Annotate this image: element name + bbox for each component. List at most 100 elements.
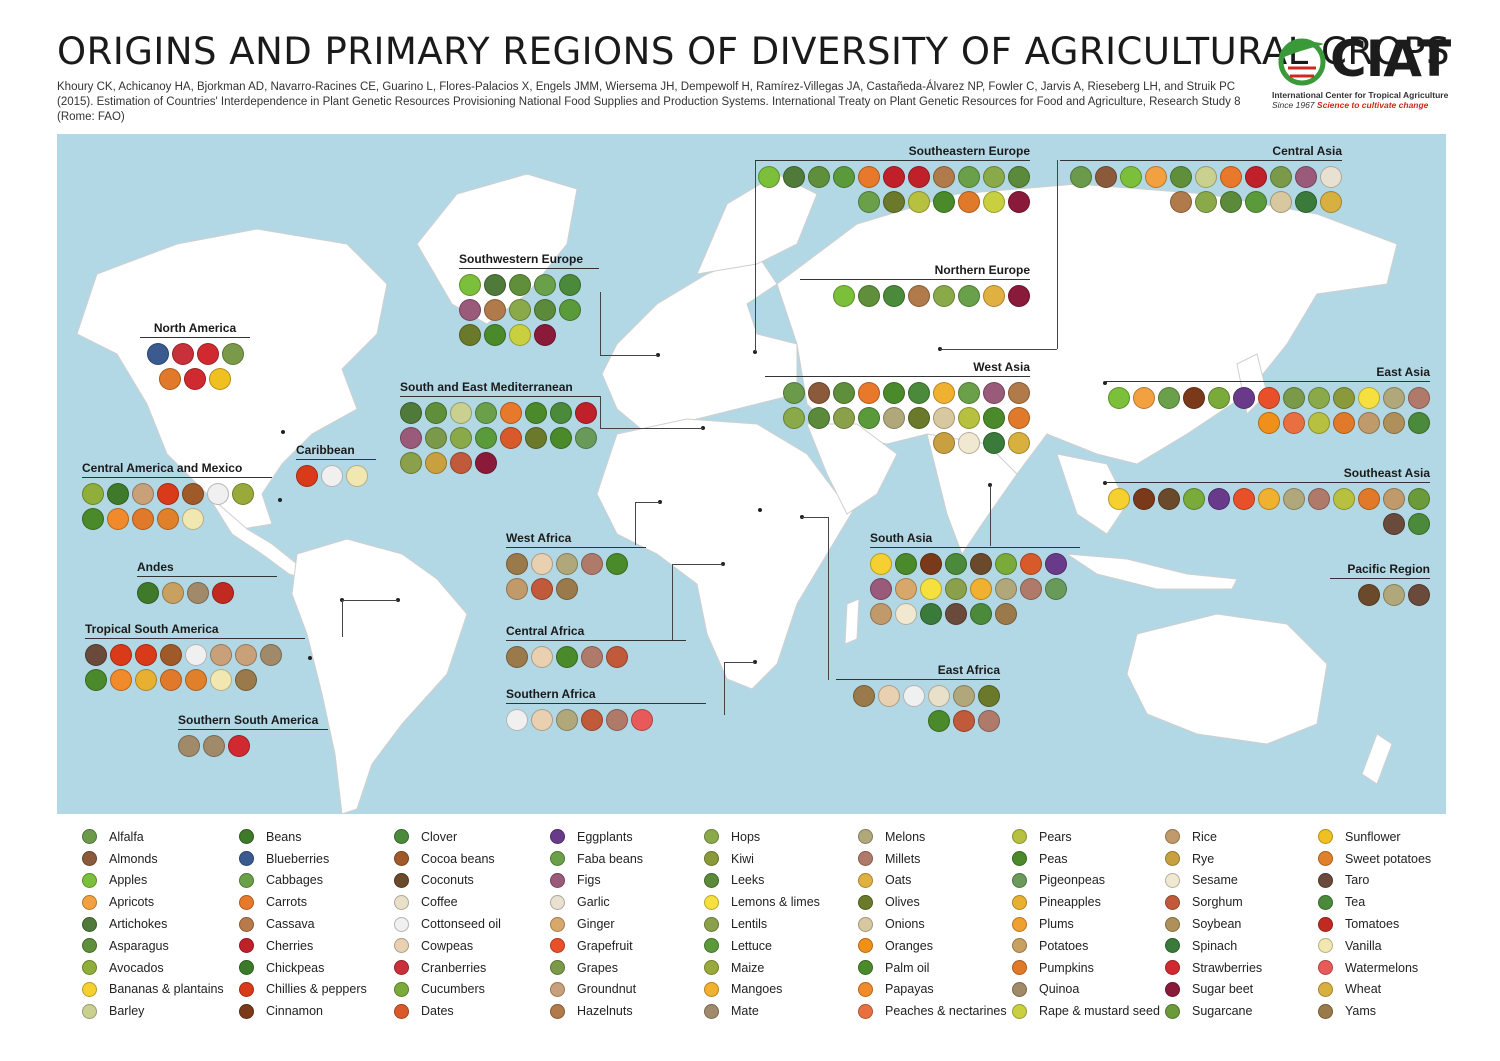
leader-segment bbox=[990, 485, 991, 546]
region-southern-south-america: Southern South America bbox=[178, 713, 328, 757]
avocados-icon bbox=[82, 483, 104, 505]
leader-dot bbox=[658, 500, 662, 504]
legend-label: Pumpkins bbox=[1039, 960, 1094, 975]
region-underline bbox=[870, 547, 1080, 548]
legend-item: Tea bbox=[1318, 891, 1431, 913]
spinach-icon bbox=[1165, 938, 1180, 954]
leader-segment bbox=[600, 355, 658, 356]
legend-label: Hops bbox=[731, 829, 761, 844]
clover-icon bbox=[883, 285, 905, 307]
sorghum-icon bbox=[450, 452, 472, 474]
legend-label: Onions bbox=[885, 917, 925, 932]
tea-icon bbox=[1408, 513, 1430, 535]
legend-item: Pigeonpeas bbox=[1012, 870, 1160, 892]
carrots-icon bbox=[239, 894, 254, 910]
legend-item: Barley bbox=[82, 1000, 224, 1022]
legend-item: Grapefruit bbox=[550, 935, 643, 957]
peaches-nectarines-icon bbox=[858, 1003, 873, 1019]
leader-dot bbox=[753, 660, 757, 664]
legend-item: Rye bbox=[1165, 848, 1262, 870]
legend-item: Cottonseed oil bbox=[394, 913, 501, 935]
apples-icon bbox=[82, 872, 97, 888]
legend-item: Papayas bbox=[858, 979, 1007, 1001]
clover-icon bbox=[559, 274, 581, 296]
legend-item: Rice bbox=[1165, 826, 1262, 848]
legend-label: Dates bbox=[421, 1004, 454, 1019]
legend-label: Barley bbox=[109, 1004, 145, 1019]
legend-label: Sugar beet bbox=[1192, 982, 1254, 997]
figs-icon bbox=[459, 299, 481, 321]
alfalfa-icon bbox=[1070, 166, 1092, 188]
legend-label: Spinach bbox=[1192, 938, 1238, 953]
legend-column: Clover Cocoa beans Coconuts Coffee Cottonsee… bbox=[394, 826, 501, 1022]
legend-label: Plums bbox=[1039, 917, 1074, 932]
tea-icon bbox=[970, 603, 992, 625]
groundnut-icon bbox=[550, 981, 565, 997]
beans-icon bbox=[137, 582, 159, 604]
legend-label: Asparagus bbox=[109, 938, 169, 953]
legend-item: Eggplants bbox=[550, 826, 643, 848]
pears-icon bbox=[1012, 829, 1027, 845]
region-south-asia: South Asia bbox=[870, 531, 1080, 625]
cucumbers-icon bbox=[995, 553, 1017, 575]
rye-icon bbox=[1165, 851, 1180, 867]
region-central-africa: Central Africa bbox=[506, 624, 686, 668]
asparagus-icon bbox=[509, 274, 531, 296]
legend-label: Palm oil bbox=[885, 960, 930, 975]
legend-item: Apricots bbox=[82, 891, 224, 913]
palm-oil-icon bbox=[82, 508, 104, 530]
region-underline bbox=[836, 679, 1000, 680]
rape-mustard-seed-icon bbox=[509, 324, 531, 346]
legend-label: Pigeonpeas bbox=[1039, 873, 1106, 888]
dates-icon bbox=[1020, 553, 1042, 575]
legend-label: Cucumbers bbox=[421, 982, 485, 997]
legend-item: Plums bbox=[1012, 913, 1160, 935]
bananas-plantains-icon bbox=[1108, 488, 1130, 510]
cabbages-icon bbox=[239, 872, 254, 888]
legend-item: Oats bbox=[858, 870, 1007, 892]
legend-label: Grapes bbox=[577, 960, 618, 975]
region-label: South Asia bbox=[870, 531, 933, 545]
legend-label: Olives bbox=[885, 895, 920, 910]
hops-icon bbox=[1308, 387, 1330, 409]
hops-icon bbox=[933, 285, 955, 307]
lettuce-icon bbox=[1245, 191, 1267, 213]
legend-label: Rye bbox=[1192, 851, 1215, 866]
figs-icon bbox=[1295, 166, 1317, 188]
millets-icon bbox=[606, 709, 628, 731]
leader-segment bbox=[342, 600, 398, 601]
crop-legend: Alfalfa Almonds Apples Apricots Artichokes As… bbox=[82, 826, 1462, 1026]
legend-item: Hazelnuts bbox=[550, 1000, 643, 1022]
legend-item: Clover bbox=[394, 826, 501, 848]
region-crop-icons bbox=[870, 553, 1080, 625]
olives-icon bbox=[883, 191, 905, 213]
legend-label: Groundnut bbox=[577, 982, 637, 997]
leader-segment bbox=[600, 428, 703, 429]
region-crop-icons bbox=[137, 582, 277, 604]
melons-icon bbox=[1383, 584, 1405, 606]
legend-item: Dates bbox=[394, 1000, 501, 1022]
legend-item: Apples bbox=[82, 870, 224, 892]
melons-icon bbox=[883, 407, 905, 429]
rice-icon bbox=[1383, 488, 1405, 510]
wheat-icon bbox=[1008, 432, 1030, 454]
clover-icon bbox=[394, 829, 409, 845]
tomatoes-icon bbox=[1318, 916, 1333, 932]
pumpkins-icon bbox=[159, 368, 181, 390]
onions-icon bbox=[858, 916, 873, 932]
legend-item: Avocados bbox=[82, 957, 224, 979]
lettuce-icon bbox=[475, 427, 497, 449]
legend-item: Quinoa bbox=[1012, 979, 1160, 1001]
legend-item: Watermelons bbox=[1318, 957, 1431, 979]
yams-icon bbox=[506, 646, 528, 668]
legend-label: Avocados bbox=[109, 960, 164, 975]
leader-segment bbox=[724, 662, 725, 715]
grapefruit-icon bbox=[1258, 387, 1280, 409]
hops-icon bbox=[509, 299, 531, 321]
sweet-potatoes-icon bbox=[185, 669, 207, 691]
legend-item: Mangoes bbox=[704, 979, 820, 1001]
vanilla-icon bbox=[1318, 938, 1333, 954]
legend-label: Clover bbox=[421, 829, 458, 844]
yams-icon bbox=[853, 685, 875, 707]
leeks-icon bbox=[1008, 166, 1030, 188]
